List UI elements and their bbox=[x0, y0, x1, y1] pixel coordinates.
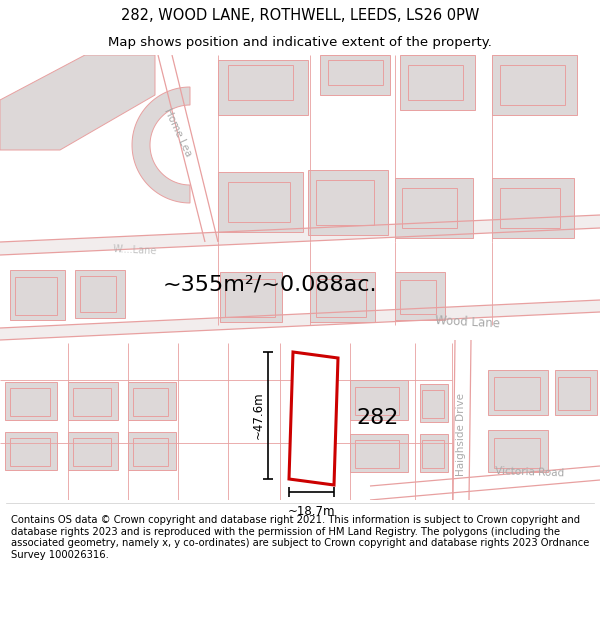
Bar bbox=[420, 434, 448, 472]
Bar bbox=[73, 388, 111, 416]
Text: Wood Lane: Wood Lane bbox=[435, 314, 501, 330]
Text: Haighside Drive: Haighside Drive bbox=[456, 394, 466, 476]
Bar bbox=[500, 65, 565, 105]
Bar bbox=[402, 188, 457, 228]
Bar bbox=[80, 276, 116, 312]
Text: 282, WOOD LANE, ROTHWELL, LEEDS, LS26 0PW: 282, WOOD LANE, ROTHWELL, LEEDS, LS26 0P… bbox=[121, 8, 479, 23]
Polygon shape bbox=[0, 300, 600, 340]
Bar bbox=[558, 377, 590, 410]
Text: ~18.7m: ~18.7m bbox=[288, 505, 335, 518]
Bar bbox=[316, 180, 374, 225]
Bar bbox=[225, 279, 275, 317]
Text: W....Lane: W....Lane bbox=[113, 244, 157, 256]
Polygon shape bbox=[0, 215, 600, 255]
Text: ~355m²/~0.088ac.: ~355m²/~0.088ac. bbox=[163, 275, 377, 295]
Bar bbox=[422, 440, 444, 468]
Bar bbox=[350, 434, 408, 472]
Bar bbox=[492, 178, 574, 238]
Bar bbox=[228, 65, 293, 100]
Bar bbox=[310, 272, 375, 322]
Text: ~47.6m: ~47.6m bbox=[251, 392, 265, 439]
Bar bbox=[218, 172, 303, 232]
Polygon shape bbox=[0, 55, 155, 150]
Bar bbox=[316, 279, 366, 317]
Bar bbox=[355, 440, 399, 468]
Text: Victoria Road: Victoria Road bbox=[495, 466, 565, 478]
Bar bbox=[228, 182, 290, 222]
Bar bbox=[395, 178, 473, 238]
Bar bbox=[355, 387, 399, 415]
Bar bbox=[320, 55, 390, 95]
Bar bbox=[494, 438, 540, 468]
Bar bbox=[488, 370, 548, 415]
Bar bbox=[10, 270, 65, 320]
Polygon shape bbox=[132, 87, 190, 203]
Bar bbox=[68, 432, 118, 470]
Bar bbox=[400, 280, 436, 314]
Bar bbox=[73, 438, 111, 466]
Bar bbox=[10, 438, 50, 466]
Bar bbox=[400, 55, 475, 110]
Bar bbox=[10, 388, 50, 416]
Bar bbox=[328, 60, 383, 85]
Text: 282: 282 bbox=[357, 408, 399, 428]
Text: Map shows position and indicative extent of the property.: Map shows position and indicative extent… bbox=[108, 36, 492, 49]
Bar bbox=[422, 390, 444, 418]
Bar bbox=[75, 270, 125, 318]
Bar bbox=[395, 272, 445, 320]
Bar bbox=[133, 388, 168, 416]
Bar bbox=[492, 55, 577, 115]
Bar bbox=[5, 382, 57, 420]
Bar bbox=[408, 65, 463, 100]
Bar bbox=[5, 432, 57, 470]
Bar bbox=[220, 272, 282, 322]
Bar bbox=[500, 188, 560, 228]
Bar bbox=[133, 438, 168, 466]
Bar bbox=[494, 377, 540, 410]
Bar bbox=[128, 382, 176, 420]
Bar bbox=[350, 380, 408, 420]
Bar bbox=[218, 60, 308, 115]
Polygon shape bbox=[289, 352, 338, 485]
Bar bbox=[128, 432, 176, 470]
Bar bbox=[308, 170, 388, 235]
Text: Home Lea: Home Lea bbox=[163, 106, 194, 158]
Bar bbox=[15, 277, 57, 315]
Text: Contains OS data © Crown copyright and database right 2021. This information is : Contains OS data © Crown copyright and d… bbox=[11, 515, 589, 560]
Bar bbox=[420, 384, 448, 422]
Bar bbox=[555, 370, 597, 415]
Bar bbox=[68, 382, 118, 420]
Bar bbox=[488, 430, 548, 472]
